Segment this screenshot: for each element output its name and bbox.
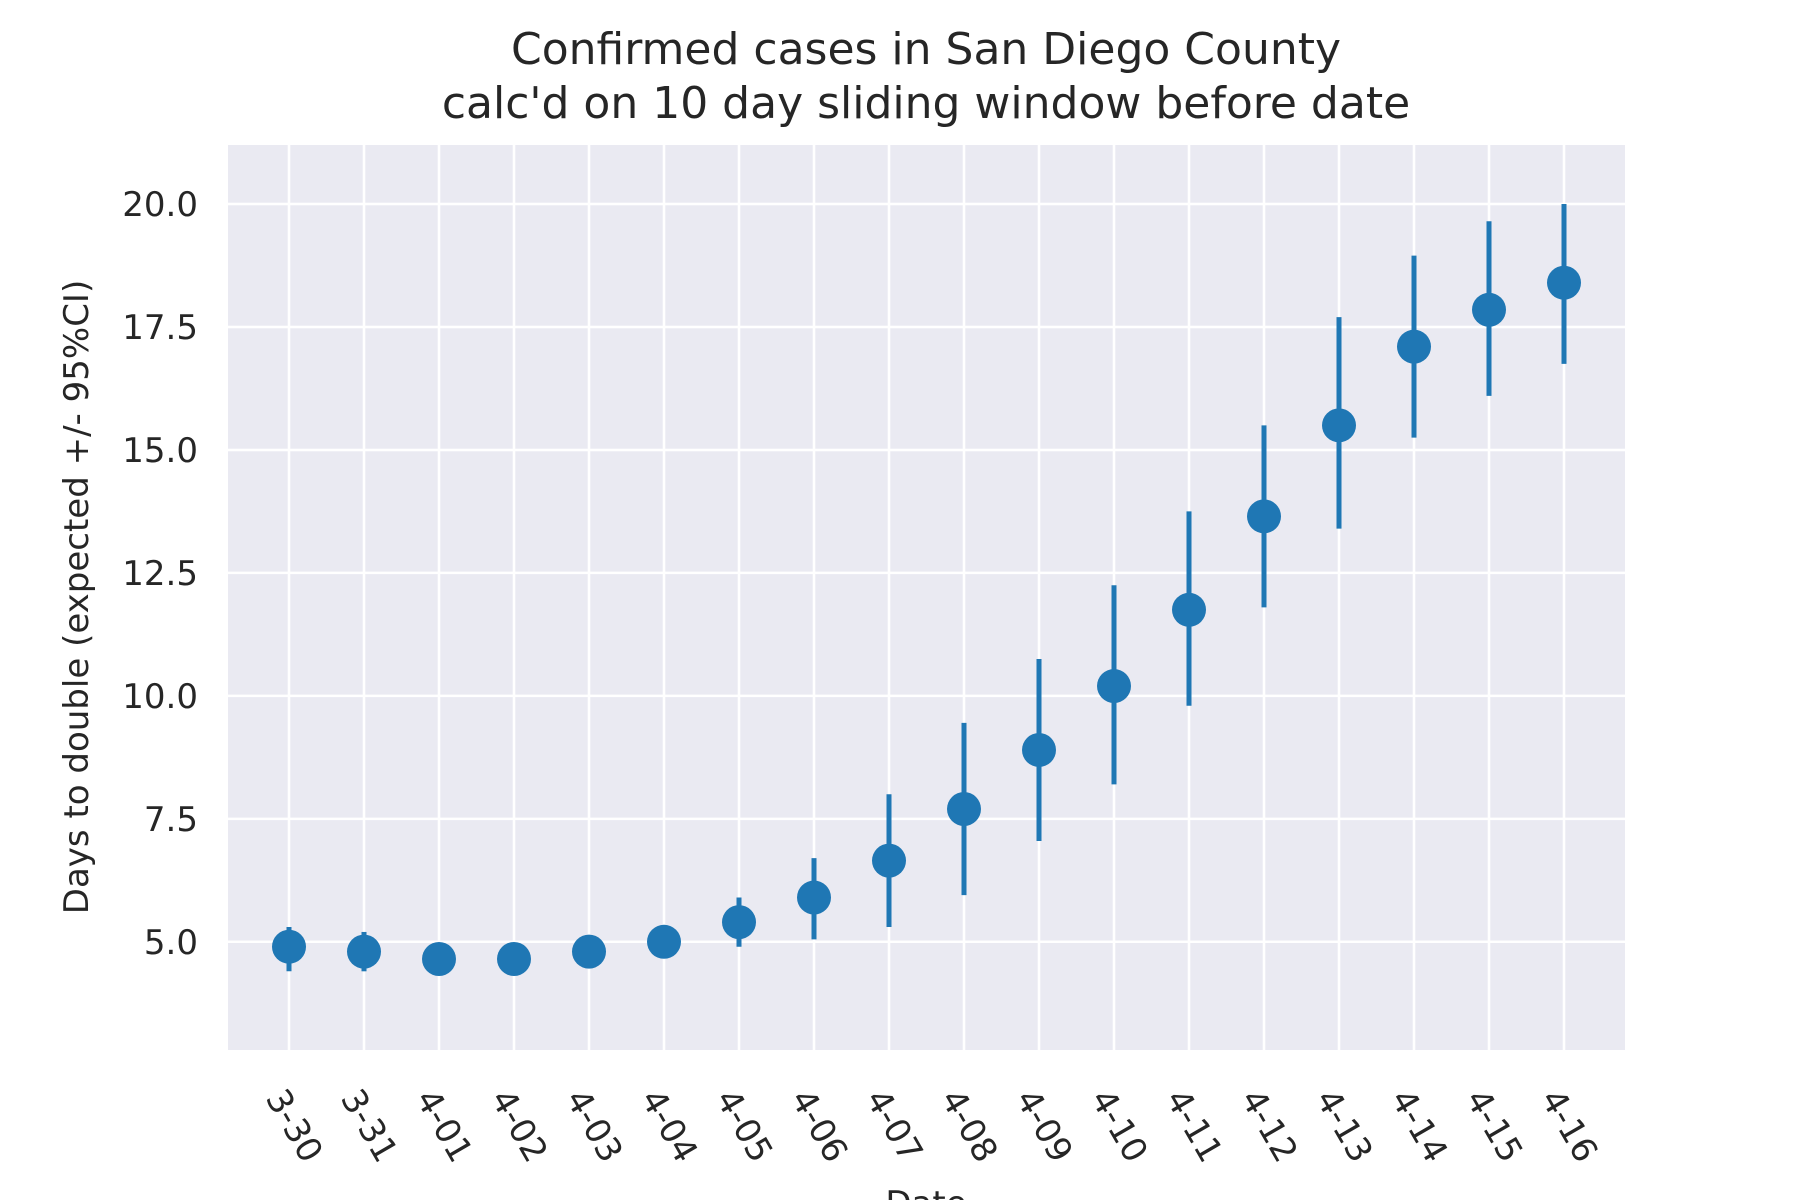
x-tick-label: 3-31 (332, 1083, 405, 1170)
x-tick-label: 4-09 (1007, 1083, 1080, 1170)
x-tick-label: 4-07 (857, 1083, 930, 1170)
data-marks (272, 204, 1581, 977)
data-point (1247, 499, 1281, 534)
data-point (497, 942, 531, 977)
data-point (1097, 669, 1131, 704)
data-point (722, 905, 756, 940)
x-tick-label: 4-13 (1307, 1083, 1380, 1170)
x-tick-label: 4-04 (632, 1083, 705, 1170)
data-point (1172, 592, 1206, 627)
data-point (1472, 292, 1506, 327)
data-point (1022, 732, 1056, 767)
chart-subtitle: calc'd on 10 day sliding window before d… (442, 78, 1410, 129)
x-tick-label: 4-01 (407, 1083, 480, 1170)
y-axis-label: Days to double (expected +/- 95%CI) (57, 280, 97, 914)
x-tick-label: 3-30 (257, 1083, 330, 1170)
data-point (1322, 408, 1356, 443)
data-point (1547, 265, 1581, 300)
data-point (1397, 329, 1431, 364)
plot-background (228, 145, 1625, 1050)
data-point (947, 791, 981, 826)
x-tick-labels: 3-30 3-31 4-01 4-02 4-03 4-04 4-05 4-06 4-07 4-08… (257, 1083, 1605, 1170)
y-tick-label: 17.5 (122, 308, 198, 348)
data-point (272, 929, 306, 964)
x-tick-label: 4-02 (482, 1083, 555, 1170)
x-tick-label: 4-03 (557, 1083, 630, 1170)
y-tick-label: 10.0 (122, 677, 198, 717)
x-tick-label: 4-06 (782, 1083, 855, 1170)
y-tick-label: 20.0 (122, 185, 198, 225)
data-point (422, 942, 456, 977)
y-tick-label: 12.5 (122, 554, 198, 594)
x-axis-label: Date (885, 1184, 966, 1200)
x-tick-label: 4-08 (932, 1083, 1005, 1170)
x-tick-label: 4-10 (1082, 1083, 1155, 1170)
chart-title: Confirmed cases in San Diego County (511, 24, 1341, 75)
y-tick-label: 7.5 (144, 800, 198, 840)
x-tick-label: 4-14 (1382, 1083, 1455, 1170)
x-tick-label: 4-16 (1532, 1083, 1605, 1170)
data-point (347, 934, 381, 969)
grid-lines (228, 145, 1625, 1050)
data-point (647, 924, 681, 959)
data-point (872, 843, 906, 878)
x-tick-label: 4-11 (1157, 1083, 1230, 1170)
data-point (572, 934, 606, 969)
x-tick-label: 4-05 (707, 1083, 780, 1170)
x-tick-label: 4-15 (1457, 1083, 1530, 1170)
y-tick-label: 5.0 (144, 923, 198, 963)
data-point (797, 880, 831, 915)
x-tick-label: 4-12 (1232, 1083, 1305, 1170)
y-tick-label: 15.0 (122, 431, 198, 471)
y-tick-labels: 5.0 7.5 10.0 12.5 15.0 17.5 20.0 (122, 185, 198, 963)
